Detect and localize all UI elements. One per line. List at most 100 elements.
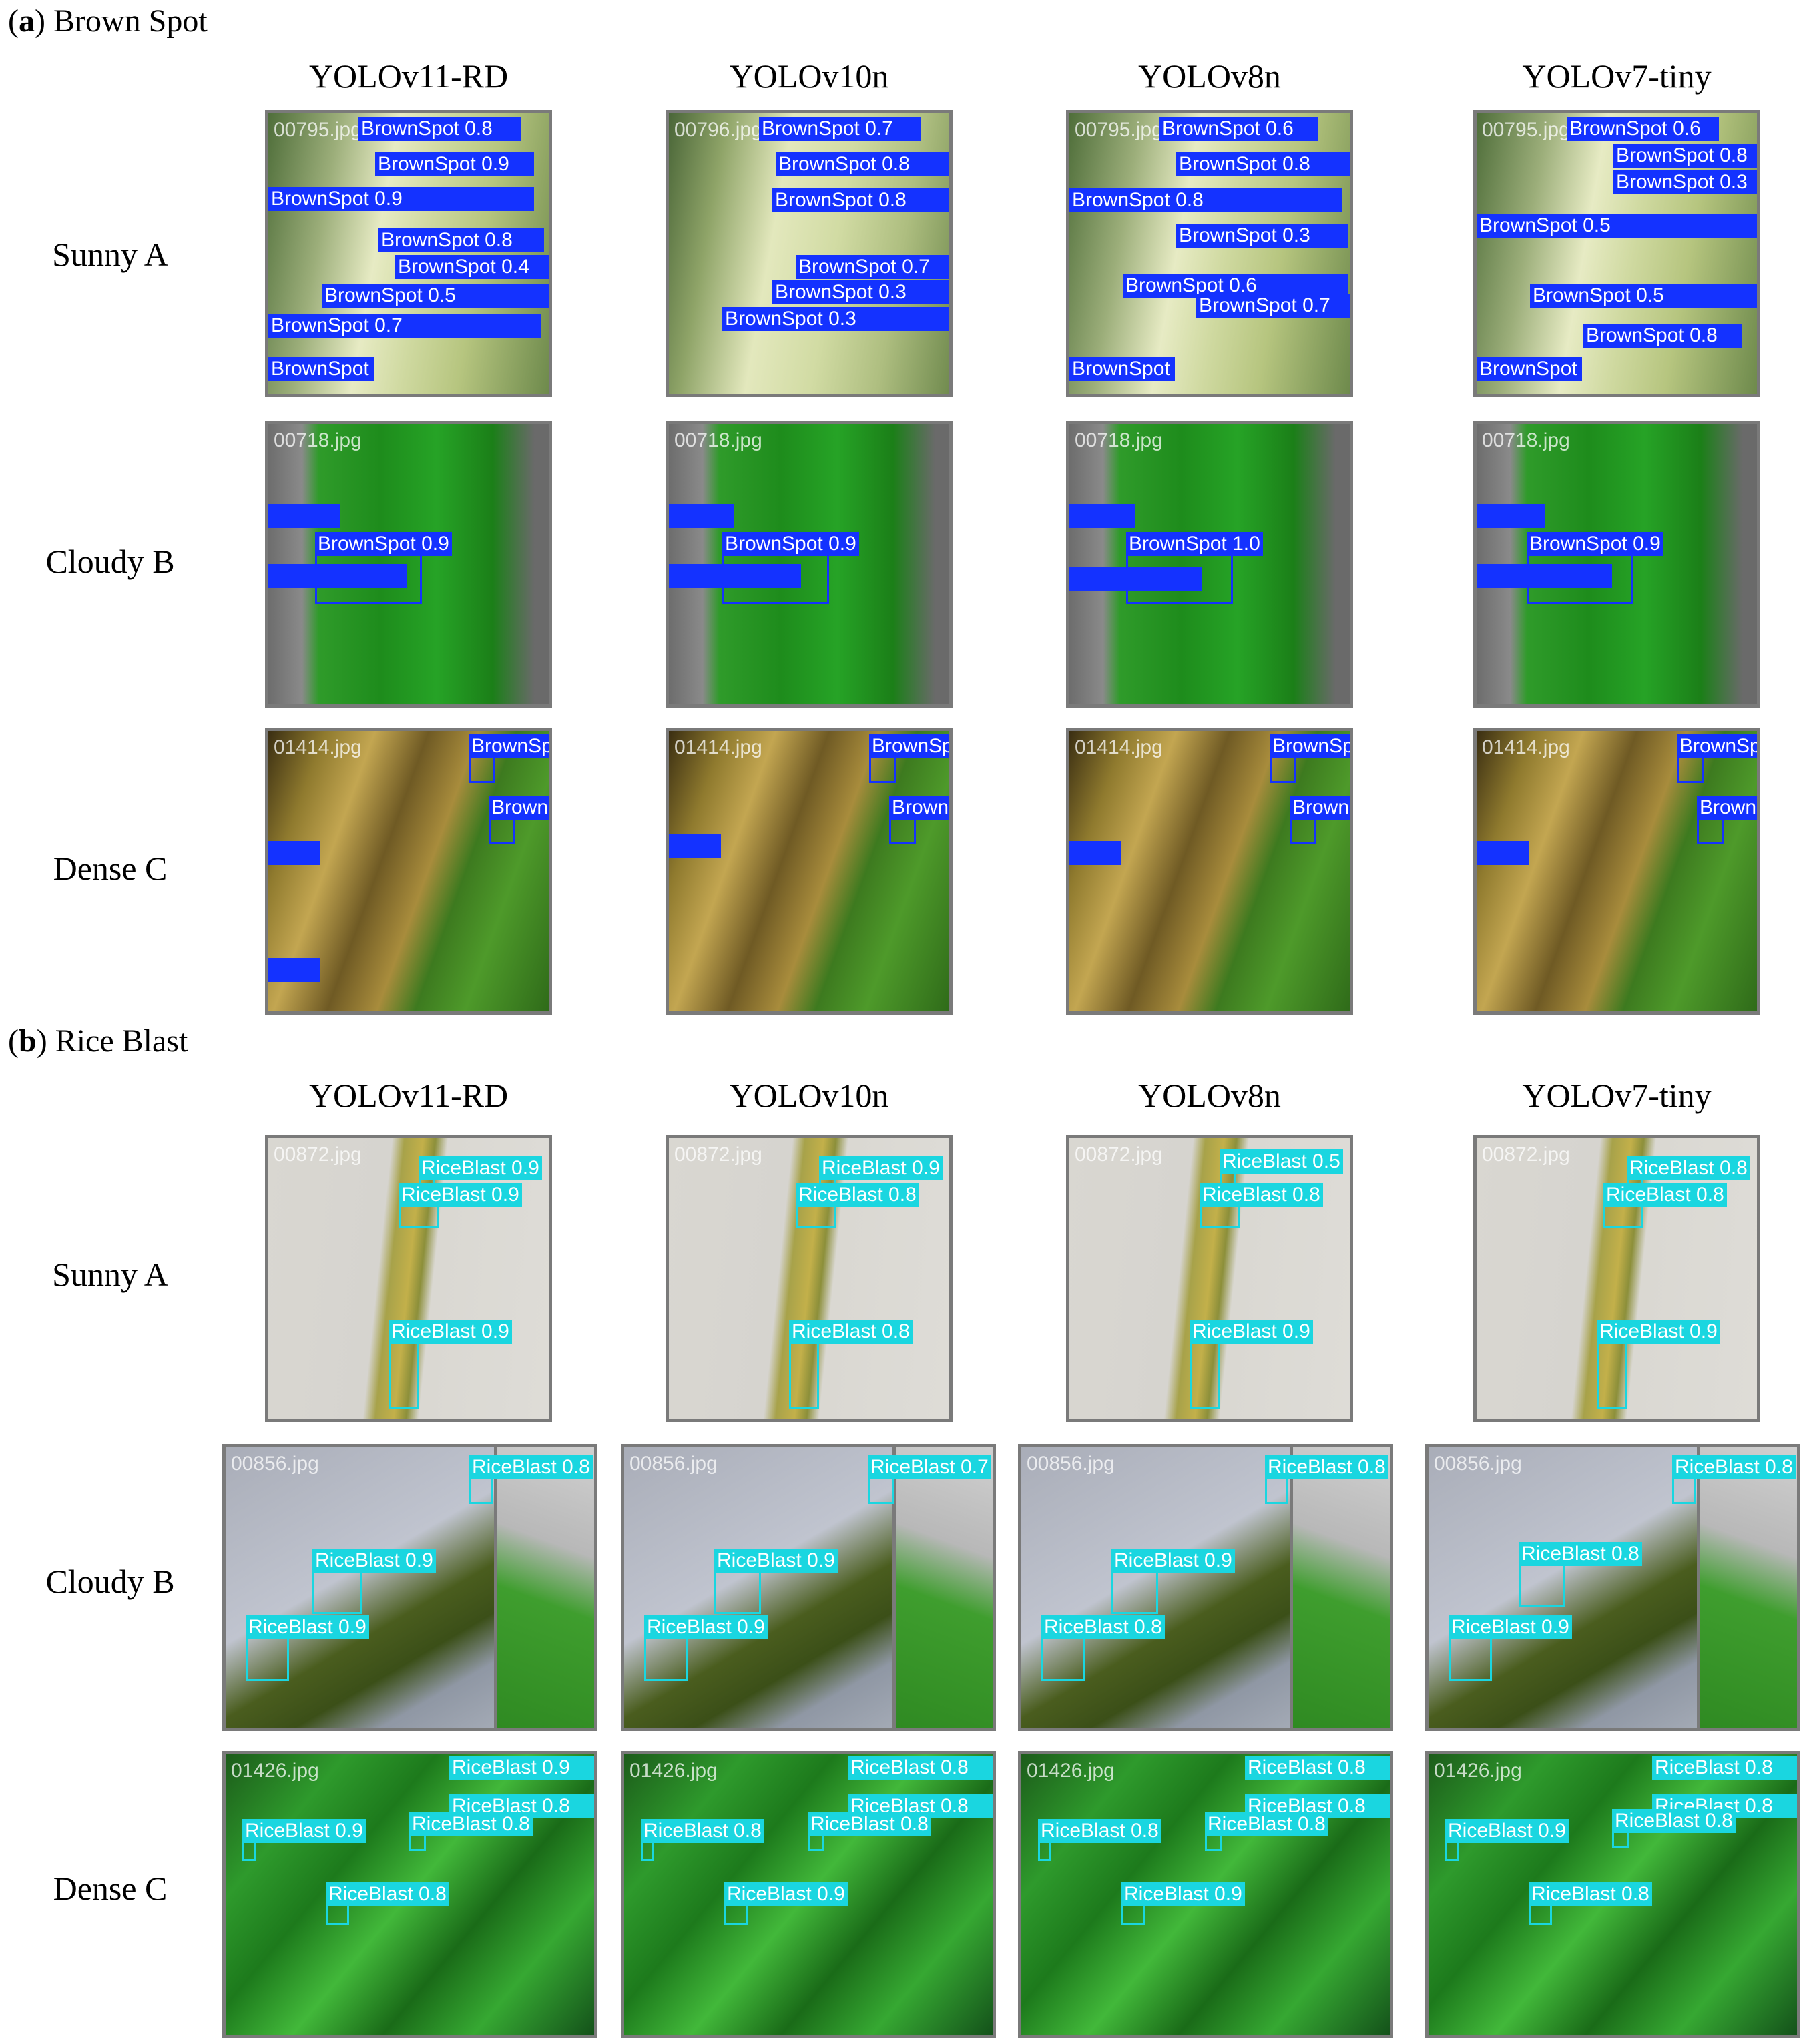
detection-box: RiceBlast 0.8 <box>409 1812 533 1851</box>
detection-label: RiceBlast 0.9 <box>246 1615 369 1639</box>
detection-box: RiceBlast 0.8 <box>789 1320 913 1409</box>
image-b-dense-yolov11rd: 01426.jpg RiceBlast 0.9 RiceBlast 0.8 Ri… <box>222 1751 597 2038</box>
detection-label: BrownSpot 0.8 <box>378 228 544 252</box>
condition-label-b-dense: Dense C <box>53 1870 168 1907</box>
detection-box: RiceBlast 0.9 <box>1597 1320 1720 1409</box>
detection-box: RiceBlast 0.8 <box>326 1882 449 1925</box>
filename-label: 01426.jpg <box>629 1760 718 1782</box>
detection-box: RiceBlast 0.8 <box>1205 1812 1328 1851</box>
detection-label: BrownSpot 0.9 <box>722 532 859 556</box>
detection-label <box>1477 504 1545 528</box>
detection-box: BrownSpot 0.9 <box>722 532 859 604</box>
detection-label: RiceBlast 0.9 <box>1111 1549 1235 1573</box>
side-panel <box>1697 1447 1797 1728</box>
detection-label: BrownSpot 0.9 <box>869 734 949 758</box>
detection-box: RiceBlast 0.9 <box>1121 1882 1245 1925</box>
detection-label <box>268 564 407 588</box>
filename-label: 00856.jpg <box>1027 1453 1115 1475</box>
detection-label: BrownSpot 0.7 <box>1477 357 1582 381</box>
detection-label: RiceBlast 0.8 <box>796 1183 919 1207</box>
detection-label: BrownSpot 0.4 <box>1677 734 1757 758</box>
detection-label: RiceBlast 0.8 <box>848 1756 993 1780</box>
image-a-dense-yolov8n: 01414.jpg BrownSpot 0.9 BrownSpot 0.8 <box>1066 728 1353 1015</box>
detection-label: BrownSpot 0.5 <box>1530 284 1757 308</box>
section-b-name: Rice Blast <box>55 1023 188 1059</box>
detection-label: RiceBlast 0.8 <box>1519 1542 1642 1566</box>
detection-label: RiceBlast 0.8 <box>1627 1156 1750 1180</box>
detection-label: RiceBlast 0.8 <box>1612 1809 1736 1833</box>
detection-label <box>1477 564 1612 588</box>
detection-label: BrownSpot 0.3 <box>1613 170 1757 194</box>
side-panel <box>892 1447 993 1728</box>
detection-label: BrownSpot 0.4 <box>395 255 549 279</box>
model-label-a-2: YOLOv10n <box>729 57 889 95</box>
detection-label: RiceBlast 0.9 <box>242 1819 366 1843</box>
image-a-cloudy-yolov10n: 00718.jpg BrownSpot 0.9 <box>666 421 953 708</box>
detection-box: RiceBlast 0.8 <box>1672 1455 1796 1504</box>
detection-box: RiceBlast 0.9 <box>246 1615 369 1681</box>
model-label-a-3: YOLOv8n <box>1138 57 1281 95</box>
detection-label: RiceBlast 0.8 <box>1041 1615 1165 1639</box>
detection-box: RiceBlast 0.8 <box>1529 1882 1652 1925</box>
detection-box: BrownSpot 0.8 <box>1290 796 1350 844</box>
filename-label: 00795.jpg <box>274 119 362 141</box>
detection-label: RiceBlast 0.8 <box>641 1819 764 1843</box>
detection-label: RiceBlast 0.9 <box>819 1156 943 1180</box>
detection-label <box>1069 841 1121 865</box>
detection-label: BrownSpot 0.8 <box>889 796 949 820</box>
condition-label-a-dense: Dense C <box>53 850 168 887</box>
detection-label: RiceBlast 0.8 <box>1529 1882 1652 1906</box>
detection-label: RiceBlast 0.8 <box>1652 1756 1797 1780</box>
detection-label: RiceBlast 0.5 <box>1220 1149 1343 1174</box>
filename-label: 01414.jpg <box>1075 736 1163 758</box>
model-label-b-3: YOLOv8n <box>1138 1077 1281 1114</box>
image-a-sunny-yolov11rd: 00795.jpg BrownSpot 0.8 BrownSpot 0.9 Br… <box>265 110 552 397</box>
model-label-a-1: YOLOv11-RD <box>308 57 509 95</box>
image-a-dense-yolov11rd: 01414.jpg BrownSpot 0.9 BrownSpot 0.9 <box>265 728 552 1015</box>
image-b-sunny-yolov10n: 00872.jpg RiceBlast 0.9 RiceBlast 0.8 Ri… <box>666 1135 953 1422</box>
detection-label: RiceBlast 0.9 <box>1597 1320 1720 1344</box>
detection-label: BrownSpot 0.6 <box>1123 274 1348 298</box>
detection-box: RiceBlast 0.8 <box>641 1819 764 1861</box>
filename-label: 00856.jpg <box>1434 1453 1522 1475</box>
detection-box: RiceBlast 0.9 <box>419 1156 542 1205</box>
detection-label: BrownSpot 0.7 <box>1196 294 1350 318</box>
filename-label: 00796.jpg <box>674 119 762 141</box>
detection-label: BrownSpot 0.6 <box>1159 117 1318 141</box>
detection-label: BrownSpot 0.5 <box>1477 214 1757 238</box>
detection-label: BrownSpot 0.5 <box>322 284 549 308</box>
detection-box: BrownSpot 0.9 <box>1527 532 1663 604</box>
detection-box: BrownSpot 0.8 <box>1697 796 1757 844</box>
detection-label <box>268 841 320 865</box>
detection-box: RiceBlast 0.7 <box>868 1455 991 1504</box>
detection-label: BrownSpot 0.3 <box>772 280 949 304</box>
image-a-cloudy-yolov11rd: 00718.jpg BrownSpot 0.9 <box>265 421 552 708</box>
detection-label: BrownSpot 0.7 <box>268 314 541 338</box>
detection-label: BrownSpot 0.8 <box>776 152 949 176</box>
detection-label <box>669 564 801 588</box>
detection-label: BrownSpot 0.8 <box>1697 796 1757 820</box>
section-a-letter: a <box>18 3 35 39</box>
image-a-sunny-yolov7tiny: 00795.jpg BrownSpot 0.6 BrownSpot 0.8 Br… <box>1473 110 1760 397</box>
detection-label: RiceBlast 0.9 <box>399 1183 522 1207</box>
filename-label: 00718.jpg <box>274 429 362 451</box>
detection-label: RiceBlast 0.9 <box>389 1320 512 1344</box>
image-b-dense-yolov7tiny: 01426.jpg RiceBlast 0.8 RiceBlast 0.8 Ri… <box>1425 1751 1800 2038</box>
detection-label: RiceBlast 0.8 <box>1672 1455 1796 1479</box>
filename-label: 01426.jpg <box>1027 1760 1115 1782</box>
detection-box: RiceBlast 0.9 <box>1111 1549 1235 1614</box>
detection-box: RiceBlast 0.9 <box>1190 1320 1313 1409</box>
image-b-sunny-yolov7tiny: 00872.jpg RiceBlast 0.8 RiceBlast 0.8 Ri… <box>1473 1135 1760 1422</box>
detection-box: RiceBlast 0.8 <box>808 1812 931 1851</box>
detection-label: BrownSpot 0.8 <box>1290 796 1350 820</box>
filename-label: 00872.jpg <box>1075 1143 1163 1166</box>
detection-label: BrownSpot 0.8 <box>772 188 949 212</box>
section-a-name: Brown Spot <box>53 3 208 39</box>
detection-label: RiceBlast 0.8 <box>1200 1183 1323 1207</box>
detection-box: RiceBlast 0.8 <box>796 1183 919 1228</box>
image-b-sunny-yolov8n: 00872.jpg RiceBlast 0.5 RiceBlast 0.8 Ri… <box>1066 1135 1353 1422</box>
detection-box: RiceBlast 0.9 <box>399 1183 522 1228</box>
detection-box: RiceBlast 0.9 <box>1449 1615 1572 1681</box>
detection-label <box>268 504 340 528</box>
detection-label: BrownSpot 0.3 <box>1176 224 1348 248</box>
